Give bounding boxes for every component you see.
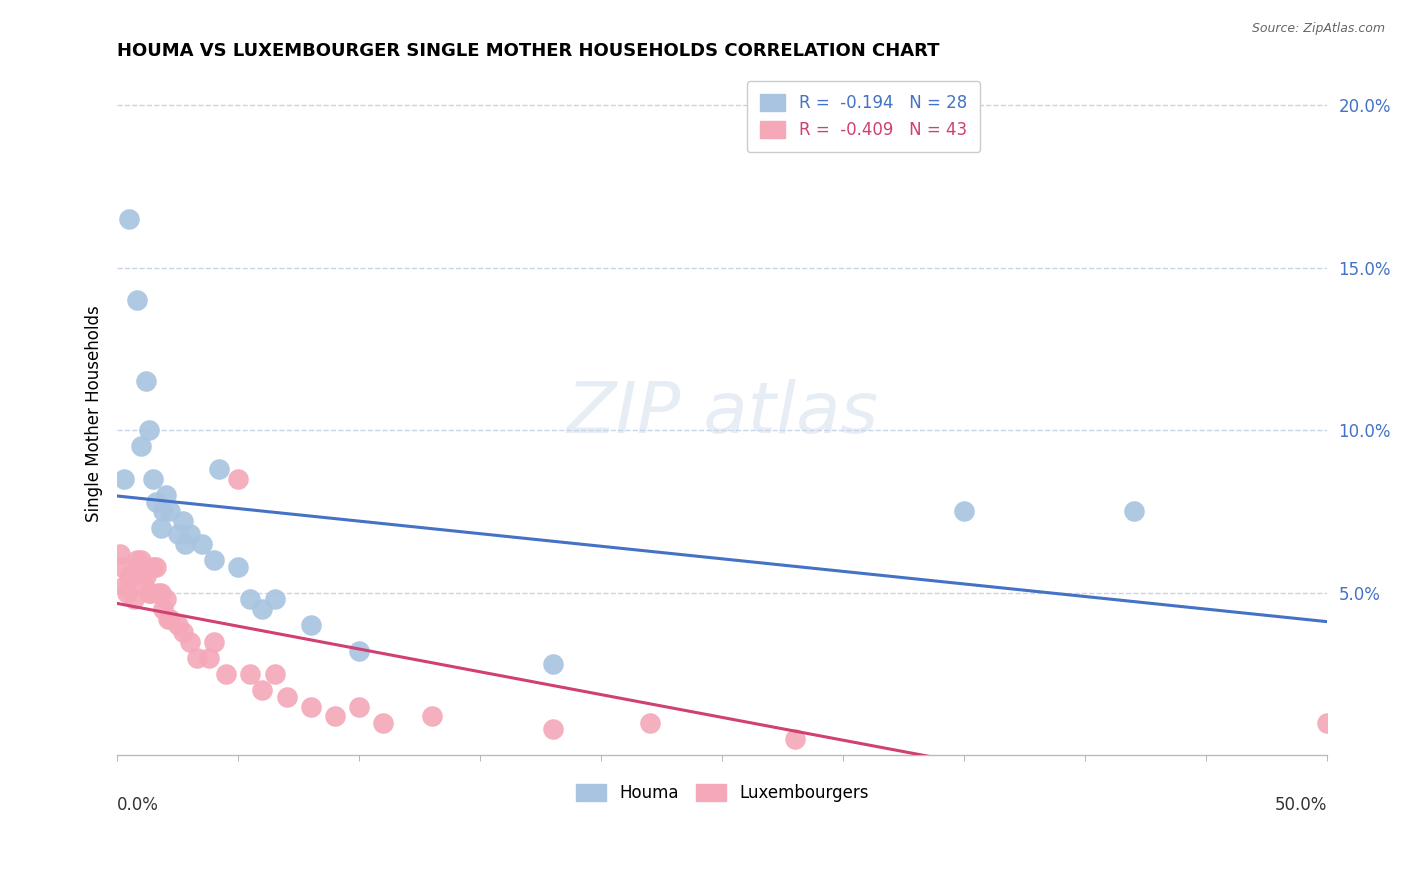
Point	[198, 650, 221, 665]
Point	[174, 537, 197, 551]
Point	[125, 293, 148, 307]
Point	[114, 579, 136, 593]
Text: Source: ZipAtlas.com: Source: ZipAtlas.com	[1251, 22, 1385, 36]
Point	[299, 618, 322, 632]
Point	[172, 514, 194, 528]
Point	[139, 586, 162, 600]
Point	[1316, 715, 1339, 730]
Point	[347, 699, 370, 714]
Point	[226, 472, 249, 486]
Point	[953, 504, 976, 518]
Point	[239, 592, 262, 607]
Point	[155, 488, 177, 502]
Point	[215, 667, 238, 681]
Point	[226, 559, 249, 574]
Point	[299, 699, 322, 714]
Point	[166, 527, 188, 541]
Point	[135, 569, 157, 583]
Text: 50.0%: 50.0%	[1275, 797, 1327, 814]
Point	[157, 612, 180, 626]
Point	[131, 439, 153, 453]
Point	[152, 602, 174, 616]
Point	[638, 715, 661, 730]
Point	[208, 462, 231, 476]
Point	[263, 592, 285, 607]
Point	[121, 569, 143, 583]
Point	[122, 592, 145, 607]
Point	[191, 537, 214, 551]
Point	[142, 559, 165, 574]
Point	[118, 211, 141, 226]
Point	[276, 690, 298, 704]
Point	[108, 547, 131, 561]
Point	[783, 732, 806, 747]
Point	[135, 375, 157, 389]
Point	[115, 586, 138, 600]
Point	[152, 504, 174, 518]
Point	[172, 624, 194, 639]
Point	[142, 472, 165, 486]
Point	[138, 586, 160, 600]
Point	[145, 559, 167, 574]
Text: HOUMA VS LUXEMBOURGER SINGLE MOTHER HOUSEHOLDS CORRELATION CHART: HOUMA VS LUXEMBOURGER SINGLE MOTHER HOUS…	[117, 42, 939, 60]
Point	[159, 612, 181, 626]
Text: ZIP atlas: ZIP atlas	[567, 379, 879, 449]
Point	[420, 709, 443, 723]
Point	[202, 553, 225, 567]
Point	[114, 472, 136, 486]
Point	[541, 657, 564, 672]
Y-axis label: Single Mother Households: Single Mother Households	[86, 306, 103, 522]
Point	[323, 709, 346, 723]
Point	[202, 634, 225, 648]
Point	[125, 553, 148, 567]
Point	[111, 559, 134, 574]
Point	[145, 494, 167, 508]
Point	[179, 527, 201, 541]
Point	[131, 553, 153, 567]
Point	[239, 667, 262, 681]
Point	[132, 579, 155, 593]
Point	[1122, 504, 1144, 518]
Point	[252, 602, 274, 616]
Point	[128, 559, 150, 574]
Point	[166, 618, 188, 632]
Point	[155, 592, 177, 607]
Text: 0.0%: 0.0%	[117, 797, 159, 814]
Point	[186, 650, 208, 665]
Point	[138, 423, 160, 437]
Point	[263, 667, 285, 681]
Point	[159, 504, 181, 518]
Point	[149, 521, 172, 535]
Point	[347, 644, 370, 658]
Point	[148, 586, 170, 600]
Point	[179, 634, 201, 648]
Point	[149, 586, 172, 600]
Point	[252, 683, 274, 698]
Point	[373, 715, 395, 730]
Point	[541, 723, 564, 737]
Legend: Houma, Luxembourgers: Houma, Luxembourgers	[569, 777, 875, 808]
Point	[118, 569, 141, 583]
